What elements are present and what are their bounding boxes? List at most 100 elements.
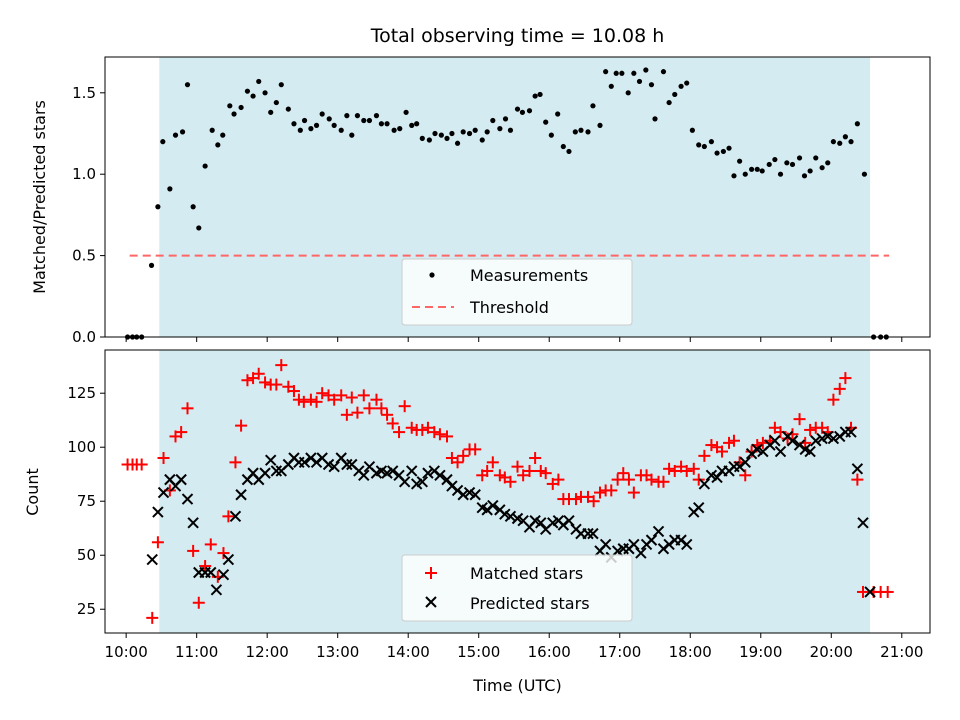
matched-star-point bbox=[235, 419, 248, 432]
predicted-star-point bbox=[786, 435, 799, 447]
measurement-point bbox=[825, 160, 831, 166]
predicted-star-point bbox=[157, 486, 170, 499]
measurement-point bbox=[701, 143, 707, 150]
measurement-point bbox=[789, 161, 796, 168]
matched-star-point bbox=[187, 544, 200, 557]
measurement-point bbox=[256, 78, 262, 85]
measurement-point bbox=[560, 143, 566, 150]
measurement-point bbox=[684, 80, 690, 86]
measurement-point bbox=[796, 155, 803, 161]
x-tick-label: 14:00 bbox=[387, 643, 430, 661]
measurement-point bbox=[297, 127, 303, 133]
measurement-point bbox=[167, 186, 173, 192]
measurement-point bbox=[391, 127, 397, 133]
measurement-point bbox=[514, 106, 521, 112]
predicted-star-point bbox=[358, 469, 370, 482]
measurement-point bbox=[507, 127, 514, 133]
measurement-point bbox=[830, 139, 836, 145]
bottom-legend-box bbox=[401, 554, 633, 622]
predicted-star-point bbox=[434, 469, 446, 482]
predicted-star-point bbox=[504, 510, 517, 523]
x-tick-label: 10:00 bbox=[105, 643, 148, 661]
matched-star-point bbox=[316, 387, 329, 400]
measurement-point bbox=[608, 83, 614, 89]
predicted-star-point bbox=[217, 568, 230, 581]
measurement-point bbox=[155, 204, 161, 210]
x-tick-label: 18:00 bbox=[669, 643, 712, 661]
predicted-star-point bbox=[535, 517, 547, 529]
matched-star-point bbox=[135, 458, 148, 471]
bottom-y-axis-label: Count bbox=[23, 468, 42, 516]
measurement-point bbox=[179, 129, 186, 135]
measurement-point bbox=[291, 121, 297, 127]
matched-star-point bbox=[622, 473, 635, 486]
predicted-star-point bbox=[469, 489, 481, 501]
matched-star-point bbox=[539, 467, 552, 480]
matched-star-point bbox=[627, 486, 640, 499]
measurement-point bbox=[172, 132, 179, 138]
predicted-legend-label: Predicted stars bbox=[470, 594, 590, 613]
top-y-axis-label: Matched/Predicted stars bbox=[30, 100, 49, 294]
predicted-star-point bbox=[711, 471, 723, 484]
matched-star-point bbox=[804, 423, 817, 436]
matched-star-point bbox=[481, 464, 494, 477]
measurement-point bbox=[432, 130, 438, 137]
predicted-star-point bbox=[210, 584, 223, 596]
matched-star-point bbox=[393, 426, 406, 439]
measurement-point bbox=[460, 129, 466, 135]
measurement-point bbox=[754, 166, 760, 172]
bottom-y-tick-label: 25 bbox=[77, 600, 96, 618]
matched-star-point bbox=[421, 421, 434, 434]
measurement-point bbox=[749, 166, 755, 172]
matched-star-point bbox=[204, 538, 217, 551]
predicted-star-point bbox=[175, 473, 187, 486]
measurement-point bbox=[414, 121, 420, 127]
matched-star-point bbox=[270, 378, 283, 391]
measurement-point bbox=[731, 173, 737, 179]
matched-star-point bbox=[705, 439, 718, 452]
matched-star-point bbox=[192, 596, 205, 609]
matched-star-point bbox=[151, 536, 164, 549]
measurement-point bbox=[625, 90, 631, 96]
matched-star-point bbox=[851, 473, 864, 486]
predicted-star-point bbox=[563, 514, 575, 527]
predicted-star-point bbox=[416, 476, 429, 488]
measurement-point bbox=[484, 129, 490, 135]
x-tick-label: 13:00 bbox=[316, 643, 359, 661]
measurement-point bbox=[227, 103, 233, 109]
matched-star-point bbox=[523, 464, 536, 477]
predicted-star-point bbox=[328, 460, 340, 473]
measurement-point bbox=[737, 158, 743, 164]
predicted-star-point bbox=[810, 435, 822, 447]
matched-star-point bbox=[229, 456, 242, 469]
matched-star-point bbox=[511, 460, 524, 473]
measurement-point bbox=[361, 117, 367, 124]
measurement-point bbox=[720, 148, 726, 155]
chart-title: Total observing time = 10.08 h bbox=[370, 25, 665, 47]
measurement-point bbox=[331, 122, 337, 128]
measurement-point bbox=[444, 135, 450, 141]
measurement-point bbox=[613, 70, 619, 76]
matched-star-point bbox=[181, 402, 194, 415]
matched-star-point bbox=[175, 426, 188, 439]
measurement-point bbox=[578, 127, 584, 133]
matched-star-point bbox=[793, 413, 806, 426]
measurement-point bbox=[344, 113, 350, 119]
matched-star-point bbox=[252, 367, 265, 380]
measurement-point bbox=[426, 137, 432, 143]
matched-star-point bbox=[594, 486, 606, 499]
predicted-star-point bbox=[205, 566, 217, 579]
predicted-star-point bbox=[398, 476, 411, 488]
matched-star-point bbox=[217, 547, 230, 560]
measurements-legend-label: Measurements bbox=[470, 266, 588, 285]
matched-star-point bbox=[727, 434, 740, 447]
measurement-point bbox=[759, 168, 765, 174]
measurement-point bbox=[403, 109, 409, 115]
measurement-point bbox=[597, 122, 603, 128]
matched-star-point bbox=[857, 585, 870, 598]
measurement-point bbox=[543, 119, 549, 125]
measurement-point bbox=[497, 126, 503, 132]
top-legend-box bbox=[401, 258, 633, 326]
bottom-y-tick-label: 125 bbox=[67, 384, 96, 402]
